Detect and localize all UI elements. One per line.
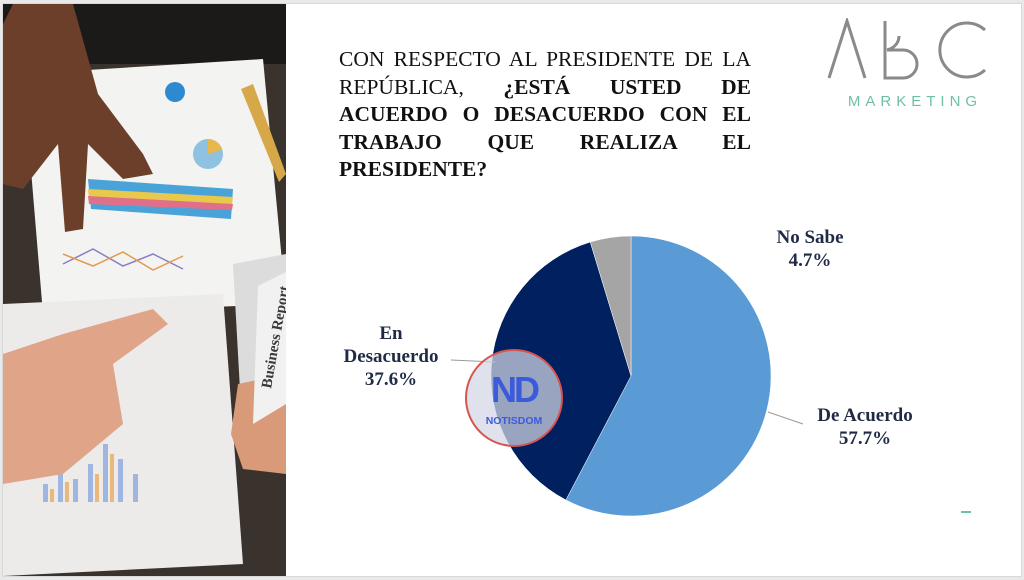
- question-normal: CON RESPECTO AL PRESIDENTE DE LA REPÚBLI…: [339, 47, 751, 99]
- watermark-name: NOTISDOM: [485, 415, 543, 427]
- slice-no-sabe: [589, 235, 632, 377]
- slice-de-acuerdo: [565, 235, 772, 517]
- label-no-sabe: No Sabe 4.7%: [776, 227, 844, 271]
- business-meeting-photo: Business Report: [3, 4, 286, 576]
- label-de-acuerdo: De Acuerdo 57.7%: [817, 405, 913, 449]
- pie-chart: [450, 235, 804, 517]
- watermark-initials: ND: [491, 369, 540, 410]
- leader-line: [767, 411, 804, 425]
- logo-tagline: MARKETING: [848, 93, 982, 110]
- question-title: CON RESPECTO AL PRESIDENTE DE LA REPÚBLI…: [339, 46, 751, 184]
- slide: Business Report CON RESPECTO AL PRESIDEN…: [2, 3, 1022, 577]
- notisdom-watermark: ND NOTISDOM: [465, 349, 563, 447]
- decorative-dash: [961, 511, 971, 513]
- question-bold: ¿ESTÁ USTED DE ACUERDO O DESACUERDO CON …: [339, 74, 751, 182]
- abc-marketing-logo: MARKETING: [825, 16, 1005, 118]
- label-en-desacuerdo: En Desacuerdo 37.6%: [343, 323, 439, 390]
